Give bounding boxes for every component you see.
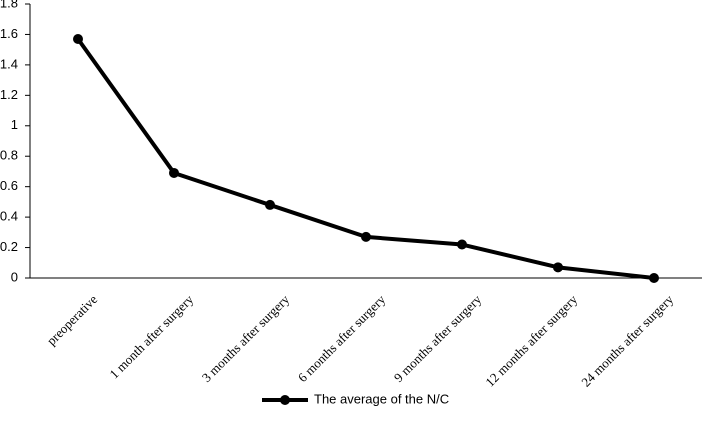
x-tick-label: 24 months after surgery bbox=[578, 291, 676, 389]
y-tick-label: 0 bbox=[11, 269, 18, 284]
legend-marker bbox=[280, 395, 290, 405]
y-tick-label: 0.4 bbox=[0, 209, 18, 224]
point bbox=[553, 262, 563, 273]
point bbox=[649, 273, 659, 283]
series-line bbox=[76, 37, 655, 280]
point bbox=[265, 199, 275, 210]
point bbox=[457, 239, 467, 250]
legend: The average of the N/C bbox=[262, 391, 449, 406]
x-tick-label: 3 months after surgery bbox=[199, 291, 293, 385]
point bbox=[169, 167, 179, 178]
point bbox=[361, 231, 371, 242]
y-tick-label: 1 bbox=[11, 117, 18, 132]
legend-label: The average of the N/C bbox=[314, 391, 449, 406]
x-tick-label: 9 months after surgery bbox=[391, 291, 485, 385]
y-tick-label: 0.6 bbox=[0, 178, 18, 193]
x-tick-label: preoperative bbox=[44, 291, 101, 348]
y-tick-label: 1.6 bbox=[0, 26, 18, 41]
x-tick-label: 1 month after surgery bbox=[106, 291, 196, 381]
y-tick-label: 1.8 bbox=[0, 0, 18, 10]
x-tick-label: 12 months after surgery bbox=[482, 291, 580, 389]
y-tick-label: 1.2 bbox=[0, 87, 18, 102]
point bbox=[73, 34, 83, 45]
x-tick-label: 6 months after surgery bbox=[295, 291, 389, 385]
y-tick-label: 1.4 bbox=[0, 56, 18, 71]
y-tick-label: 0.8 bbox=[0, 148, 18, 163]
y-tick-label: 0.2 bbox=[0, 239, 18, 254]
